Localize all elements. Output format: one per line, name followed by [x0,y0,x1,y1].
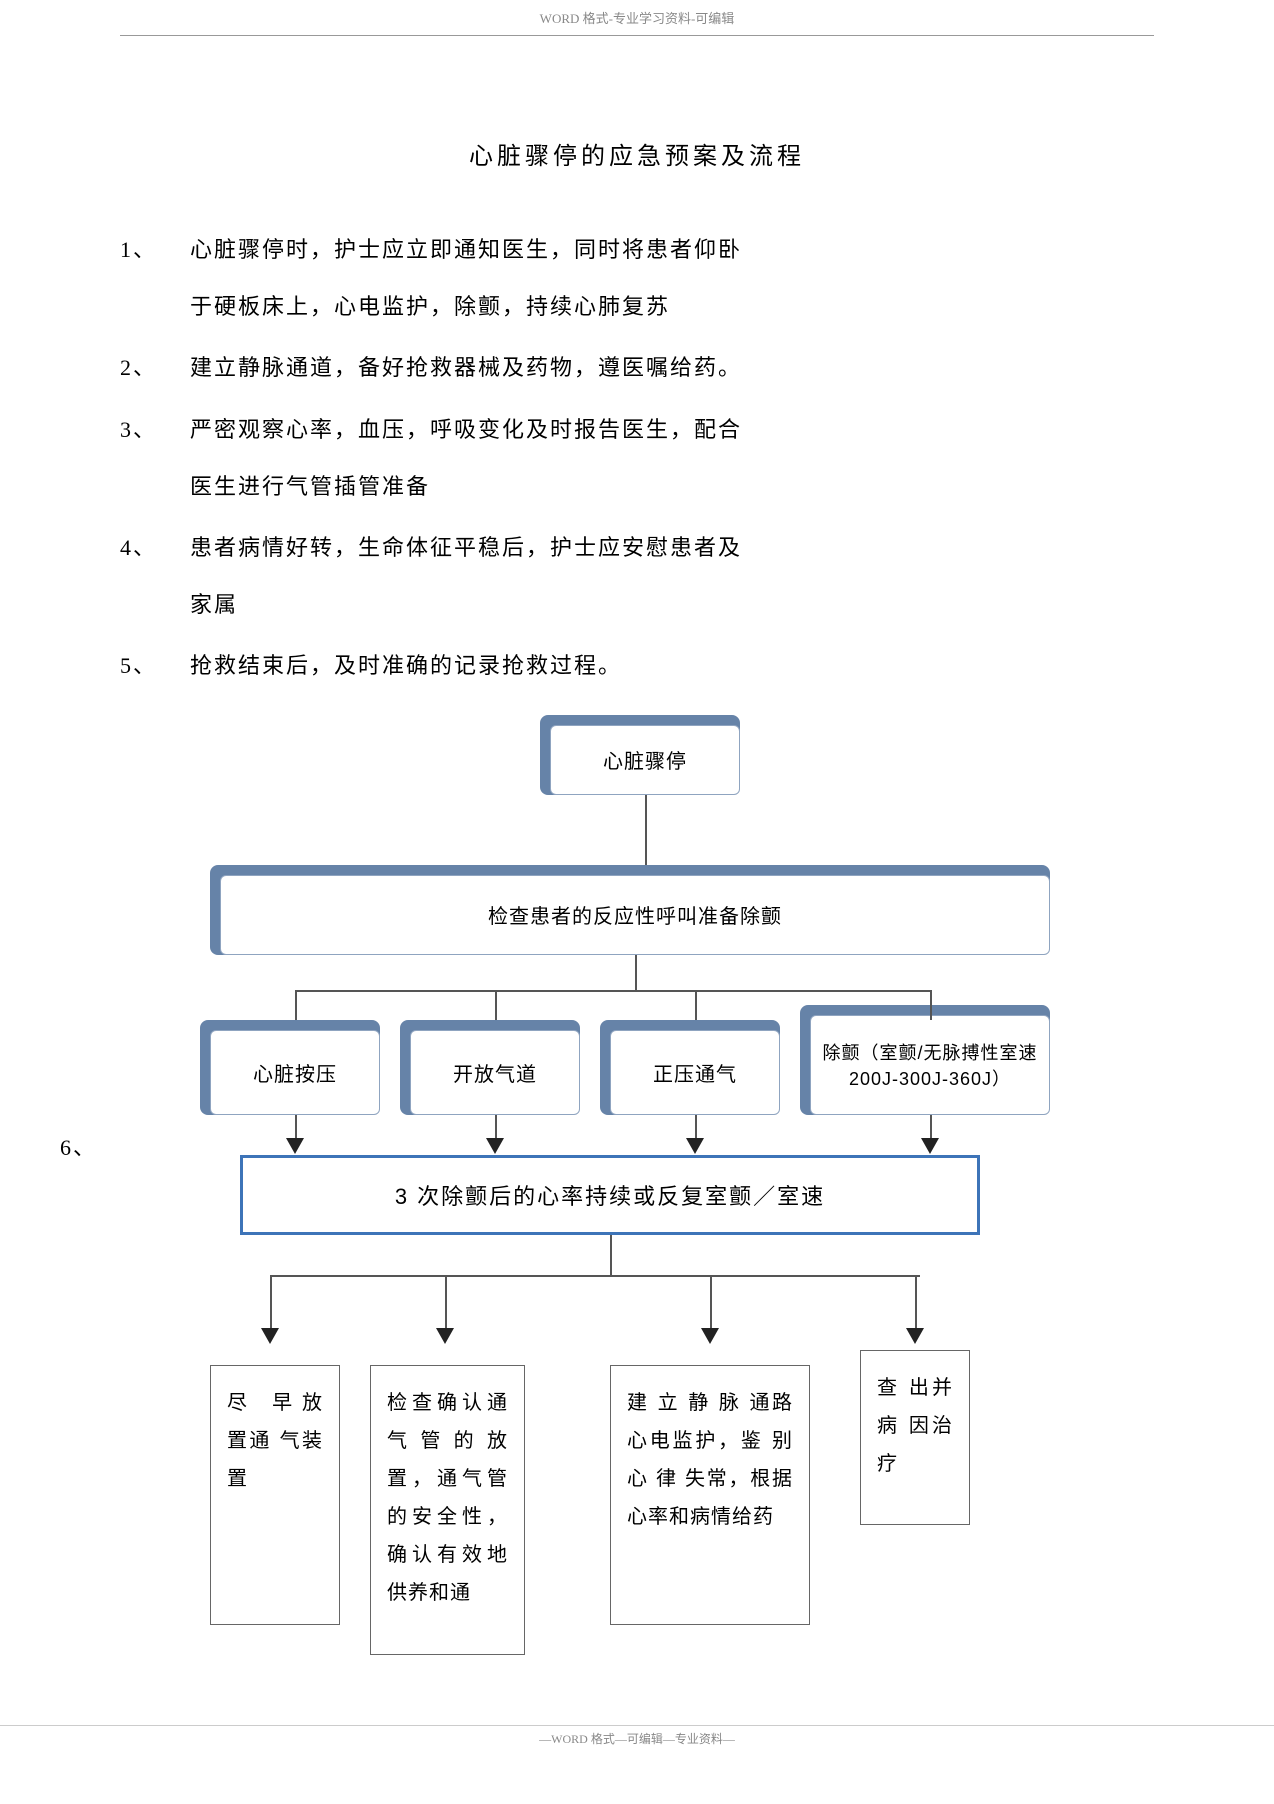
flow-connector [270,1275,272,1330]
list-item: 4、患者病情好转，生命体征平稳后，护士应安慰患者及 家属 [120,519,1154,633]
page-footer: —WORD 格式—可编辑—专业资料— [0,1725,1274,1751]
flow-connector [695,1115,697,1140]
flow-arrow-icon [436,1328,454,1344]
list-text: 患者病情好转，生命体征平稳后，护士应安慰患者及 [190,535,742,560]
flow-connector [495,990,497,1020]
flow-connector [635,955,637,990]
flow-arrow-icon [261,1328,279,1344]
flow-connector [295,990,297,1020]
flow-arrow-icon [486,1138,504,1154]
list-item: 3、严密观察心率，血压，呼吸变化及时报告医生，配合 医生进行气管插管准备 [120,401,1154,515]
flow-connector [930,1115,932,1140]
flow-node: 除颤（室颤/无脉搏性室速200J-300J-360J） [810,1015,1050,1115]
flow-node: 开放气道 [410,1030,580,1115]
flow-arrow-icon [286,1138,304,1154]
flow-connector [930,990,932,1020]
flow-arrow-icon [686,1138,704,1154]
document-title: 心脏骤停的应急预案及流程 [120,136,1154,171]
flow-node-plain: 建 立 静 脉 通路心电监护，鉴 别 心 律 失常，根据心率和病情给药 [610,1365,810,1625]
flow-node-plain: 查 出并 病 因治 疗 [860,1350,970,1525]
list-number: 3、 [120,401,190,458]
list-text-cont: 家属 [120,576,1154,633]
list-number: 1、 [120,221,190,278]
list-text: 严密观察心率，血压，呼吸变化及时报告医生，配合 [190,417,742,442]
flow-connector [645,795,647,865]
page-header: WORD 格式-专业学习资料-可编辑 [120,0,1154,36]
flow-connector [915,1275,917,1330]
flow-arrow-icon [921,1138,939,1154]
flow-node-plain: 检查确认通气管的放置，通气管的安全性，确认有效地供养和通 [370,1365,525,1655]
list-number: 2、 [120,339,190,396]
flow-connector [710,1275,712,1330]
flow-node-plain: 尽 早放 置通 气装置 [210,1365,340,1625]
flowchart: 6、 心脏骤停检查患者的反应性呼叫准备除颤心脏按压开放气道正压通气除颤（室颤/无… [120,725,1154,1725]
flow-node: 心脏骤停 [550,725,740,795]
list-text: 抢救结束后，及时准确的记录抢救过程。 [190,653,622,678]
flow-node: 正压通气 [610,1030,780,1115]
numbered-list: 1、心脏骤停时，护士应立即通知医生，同时将患者仰卧 于硬板床上，心电监护，除颤，… [120,221,1154,695]
list-number-6: 6、 [60,1130,97,1162]
list-number: 5、 [120,637,190,694]
flow-connector [610,1235,612,1275]
list-item: 2、建立静脉通道，备好抢救器械及药物，遵医嘱给药。 [120,339,1154,396]
flow-connector [295,990,930,992]
flow-connector [495,1115,497,1140]
flow-connector [295,1115,297,1140]
flow-connector [445,1275,447,1330]
flow-arrow-icon [701,1328,719,1344]
flow-connector [270,1275,920,1277]
flow-node-highlight: 3 次除颤后的心率持续或反复室颤／室速 [240,1155,980,1235]
list-text-cont: 医生进行气管插管准备 [120,458,1154,515]
list-text: 建立静脉通道，备好抢救器械及药物，遵医嘱给药。 [190,355,742,380]
list-number: 4、 [120,519,190,576]
list-item: 1、心脏骤停时，护士应立即通知医生，同时将患者仰卧 于硬板床上，心电监护，除颤，… [120,221,1154,335]
flow-node: 心脏按压 [210,1030,380,1115]
list-text-cont: 于硬板床上，心电监护，除颤，持续心肺复苏 [120,278,1154,335]
list-item: 5、抢救结束后，及时准确的记录抢救过程。 [120,637,1154,694]
list-text: 心脏骤停时，护士应立即通知医生，同时将患者仰卧 [190,237,742,262]
flow-arrow-icon [906,1328,924,1344]
flow-node: 检查患者的反应性呼叫准备除颤 [220,875,1050,955]
flow-connector [695,990,697,1020]
